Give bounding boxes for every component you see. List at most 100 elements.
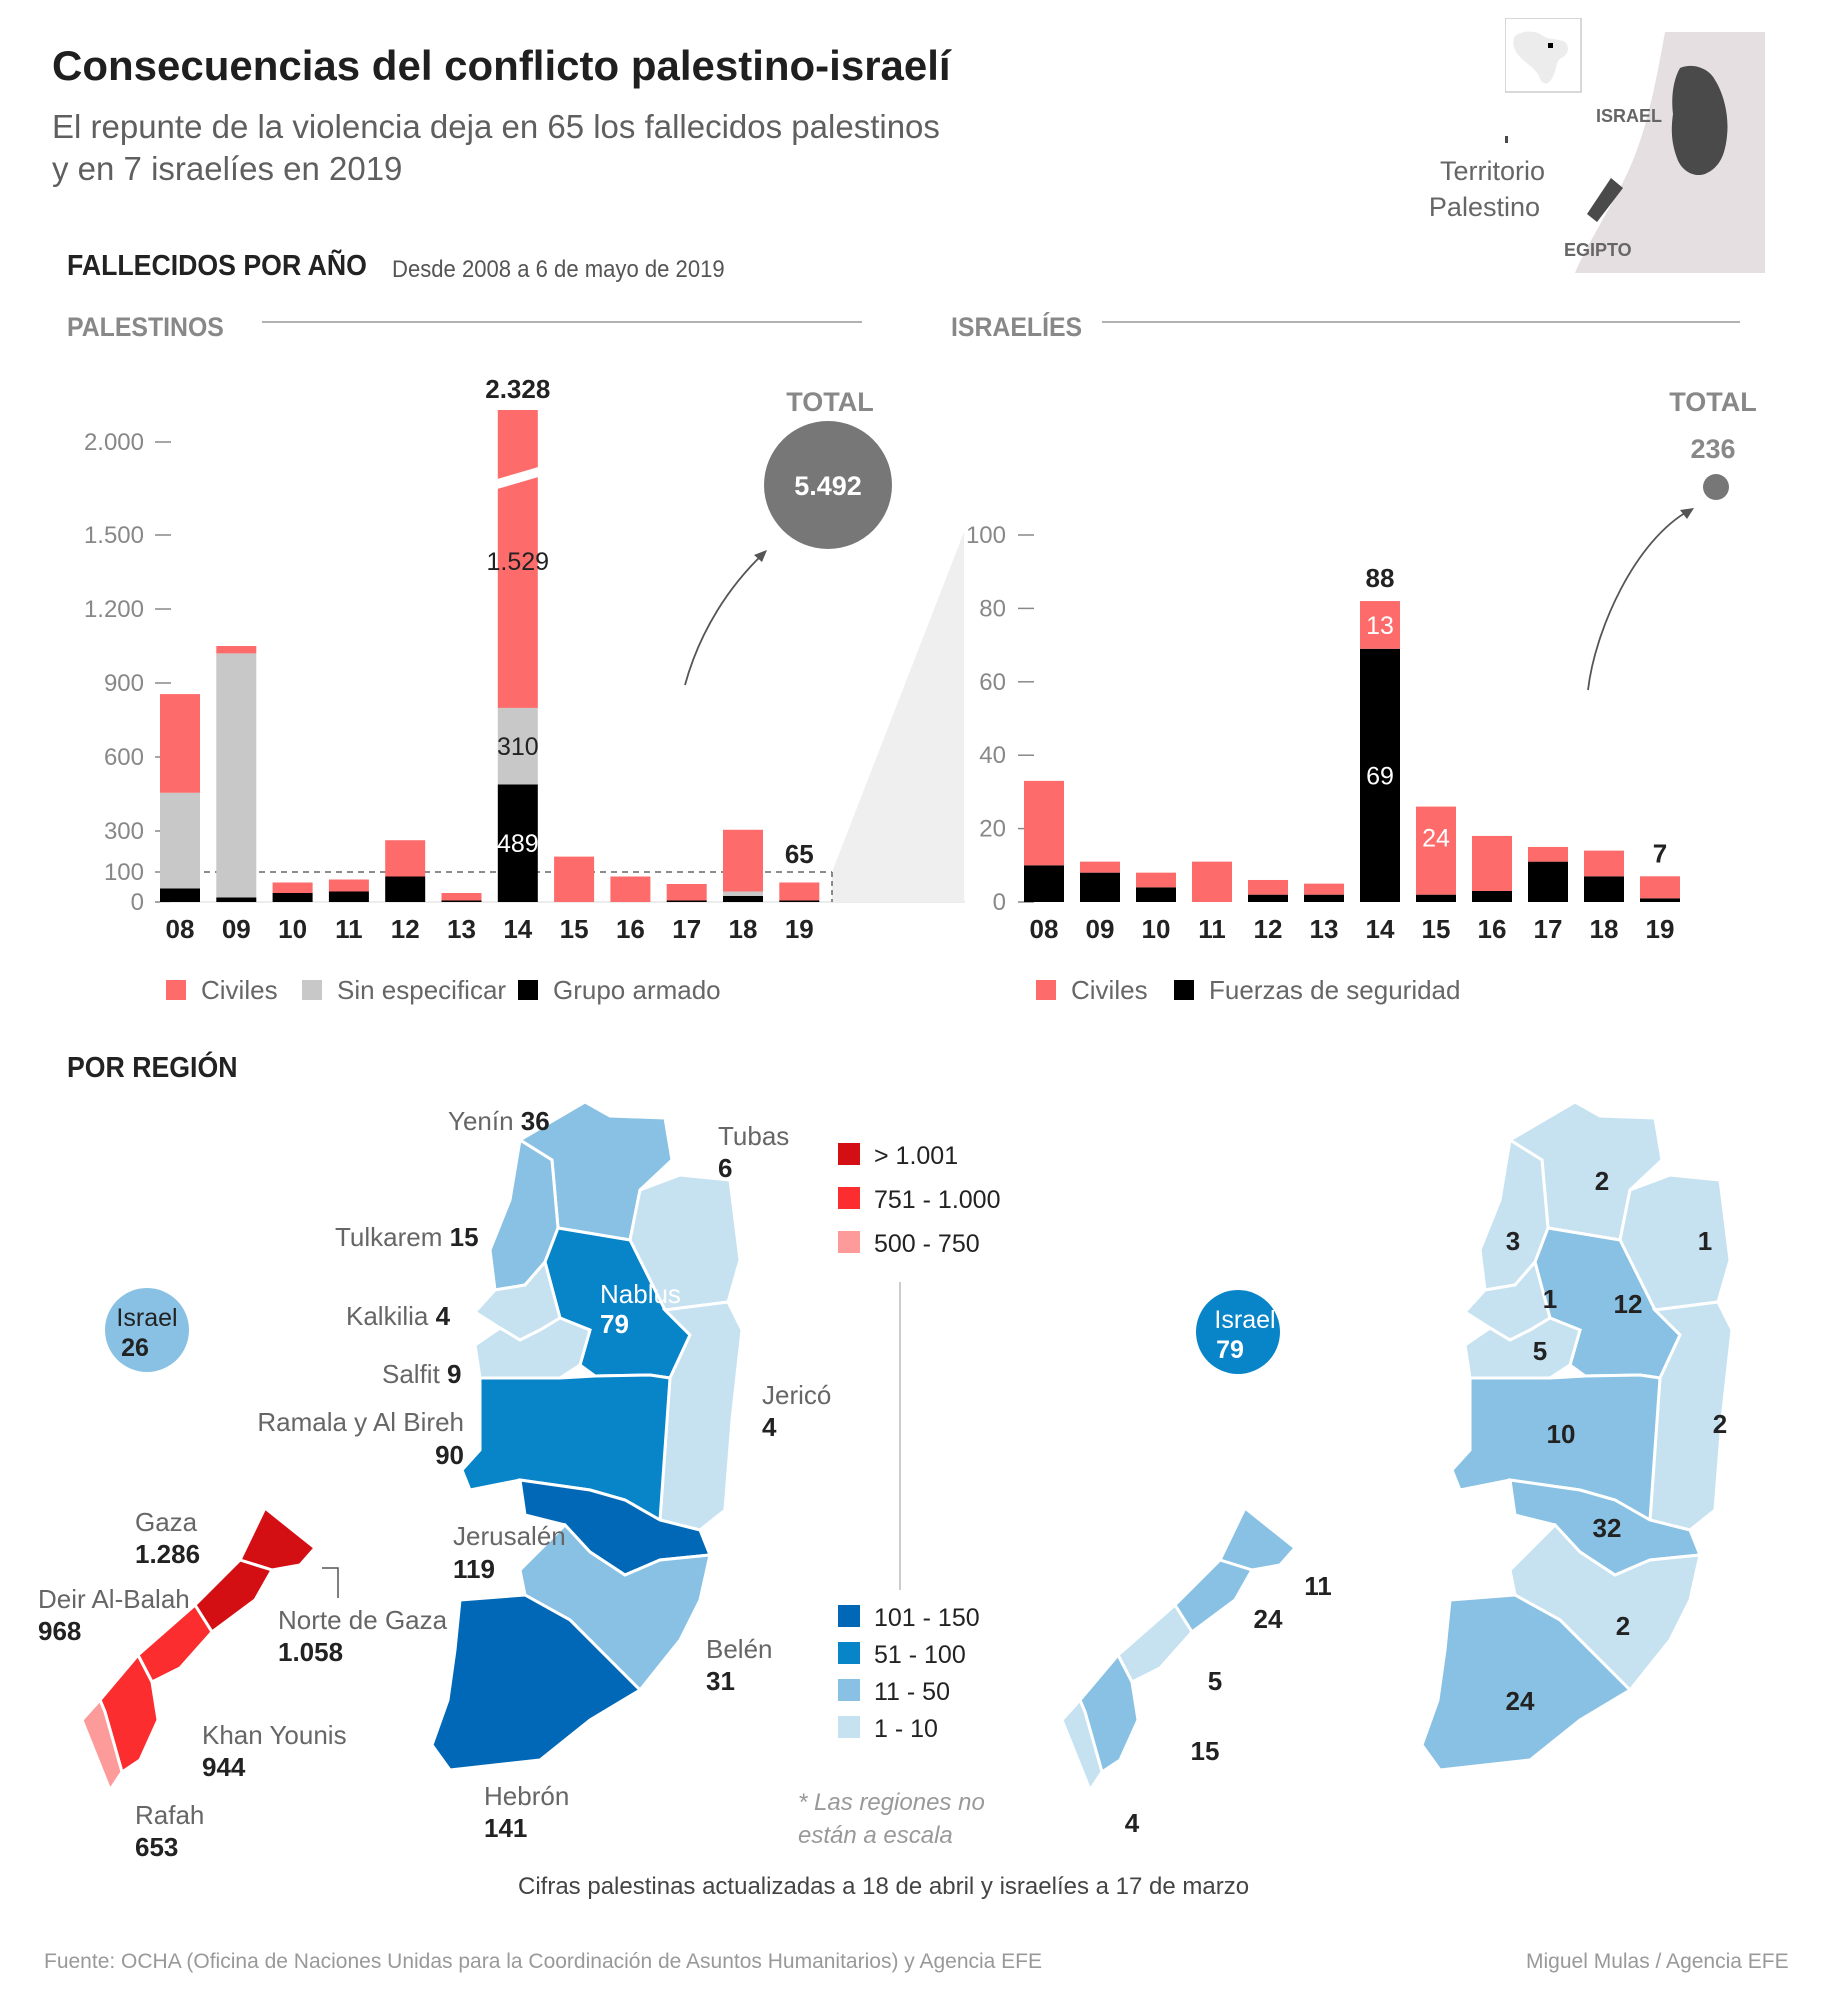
y-tick-label: 600 bbox=[104, 744, 144, 771]
y-tick-label: 900 bbox=[104, 670, 144, 697]
region-value: 36 bbox=[521, 1106, 550, 1136]
x-tick-label: 14 bbox=[503, 914, 532, 944]
legend-label: 1 - 10 bbox=[874, 1715, 938, 1743]
axis-break-mark bbox=[493, 466, 542, 490]
region-value: 90 bbox=[435, 1440, 464, 1470]
subtitle-line-2: y en 7 israelíes en 2019 bbox=[52, 150, 403, 187]
segment-label: 69 bbox=[1366, 762, 1394, 790]
region-value: 1.286 bbox=[135, 1539, 200, 1569]
y-tick-label: 2.000 bbox=[84, 429, 144, 456]
isr-region-salfit bbox=[1463, 1316, 1582, 1380]
region-value: 6 bbox=[718, 1153, 732, 1183]
total-label: TOTAL bbox=[786, 387, 874, 417]
legend-label: Fuerzas de seguridad bbox=[1209, 975, 1460, 1005]
bar-segment-fuerzas-de-seguridad bbox=[1136, 887, 1176, 902]
bar-segment-sin-especificar bbox=[723, 891, 763, 896]
isr-region-khan-younis bbox=[1078, 1652, 1140, 1775]
y-tick-label: 1.500 bbox=[84, 522, 144, 549]
legend-swatch bbox=[1036, 980, 1056, 1000]
source: Fuente: OCHA (Oficina de Naciones Unidas… bbox=[44, 1950, 1043, 1973]
region-value: 24 bbox=[1506, 1686, 1535, 1716]
total-value: 5.492 bbox=[794, 471, 862, 501]
bar-segment-fuerzas-de-seguridad bbox=[1640, 898, 1680, 902]
region-value: 2 bbox=[1713, 1409, 1727, 1439]
bar-segment-civiles bbox=[666, 884, 707, 901]
bar-segment-fuerzas-de-seguridad bbox=[1584, 876, 1624, 902]
bar-segment-grupo-armado bbox=[441, 900, 482, 902]
bar-segment-grupo-armado bbox=[497, 784, 538, 902]
y-tick-label: 300 bbox=[104, 818, 144, 845]
region-value: 1 bbox=[1543, 1284, 1557, 1314]
bar-segment-grupo-armado bbox=[779, 900, 820, 902]
israel-value: 79 bbox=[1216, 1336, 1244, 1364]
region-name: Hebrón bbox=[484, 1781, 569, 1811]
bar-segment-civiles bbox=[272, 882, 313, 893]
territory-legend-swatch bbox=[1505, 136, 1508, 143]
region-value: 11 bbox=[1304, 1571, 1332, 1601]
region-name: Gaza bbox=[135, 1507, 198, 1537]
y-tick-label: 1.200 bbox=[84, 596, 144, 623]
region-value: 9 bbox=[447, 1359, 461, 1389]
y-tick-label: 100 bbox=[104, 859, 144, 886]
x-tick-label: 16 bbox=[616, 914, 645, 944]
legend-label: 11 - 50 bbox=[874, 1678, 950, 1706]
legend-swatch bbox=[838, 1605, 860, 1627]
legend-label: Civiles bbox=[201, 975, 278, 1005]
segment-label: 13 bbox=[1366, 612, 1394, 640]
region-value: 968 bbox=[38, 1616, 81, 1646]
region-salfit bbox=[473, 1316, 592, 1380]
isr-region-norte-de-gaza bbox=[1173, 1558, 1255, 1635]
bar-segment-civiles bbox=[1248, 879, 1288, 895]
x-tick-label: 19 bbox=[785, 914, 814, 944]
segment-label: 1.529 bbox=[487, 548, 550, 576]
legend-label: > 1.001 bbox=[874, 1142, 958, 1170]
region-name: Deir Al-Balah bbox=[38, 1584, 190, 1614]
bar-segment-grupo-armado bbox=[328, 891, 369, 902]
x-tick-label: 09 bbox=[1086, 914, 1115, 944]
region-value: 24 bbox=[1254, 1604, 1283, 1634]
scale-note-line-2: están a escala bbox=[798, 1822, 953, 1849]
chart-palestinians: 0 100 300 600 900 1.200 1.500 2.000 08 09 10 11 12 13… bbox=[84, 374, 965, 1005]
legend-swatch bbox=[838, 1642, 860, 1664]
legend-swatch bbox=[166, 980, 186, 1000]
region-name: Ramala y Al Bireh bbox=[257, 1407, 464, 1437]
bar-segment-grupo-armado bbox=[160, 888, 200, 902]
panel-title-israelis: ISRAELÍES bbox=[951, 312, 1083, 342]
isr-region-deir-al-balah bbox=[1116, 1602, 1194, 1685]
x-tick-label: 17 bbox=[1534, 914, 1563, 944]
bar-segment-sin-especificar bbox=[497, 707, 538, 785]
region-value: 31 bbox=[706, 1666, 735, 1696]
region-name: Norte de Gaza bbox=[278, 1605, 448, 1635]
isr-region-kalkilia bbox=[1462, 1258, 1552, 1342]
region-value: 32 bbox=[1593, 1513, 1622, 1543]
bar-segment-civiles bbox=[1640, 876, 1680, 899]
total-bubble bbox=[1703, 474, 1729, 500]
isr-region-gaza-city bbox=[1217, 1505, 1298, 1572]
region-value: 4 bbox=[1125, 1808, 1140, 1838]
region-rafah bbox=[80, 1697, 124, 1794]
region-value: 12 bbox=[1614, 1289, 1643, 1319]
region-gaza-city bbox=[237, 1505, 318, 1572]
inset-egypt-label: EGIPTO bbox=[1564, 240, 1632, 260]
bar-segment-civiles bbox=[1136, 872, 1176, 888]
inset-map bbox=[1505, 18, 1765, 273]
region-ramala bbox=[460, 1373, 672, 1523]
y-tick-label: 80 bbox=[979, 595, 1006, 622]
y-tick-label: 0 bbox=[993, 889, 1006, 916]
region-label: Tulkarem 15 bbox=[335, 1222, 479, 1252]
region-norte-de-gaza bbox=[193, 1558, 275, 1635]
region-value: 3 bbox=[1506, 1226, 1520, 1256]
bar-segment-fuerzas-de-seguridad bbox=[1472, 890, 1512, 902]
section-years-title: FALLECIDOS POR AÑO bbox=[67, 250, 367, 282]
bar-segment-grupo-armado bbox=[385, 876, 426, 902]
region-value: 5 bbox=[1533, 1336, 1547, 1366]
bar-segment-civiles bbox=[1360, 601, 1400, 649]
section-region-title: POR REGIÓN bbox=[67, 1052, 238, 1084]
legend-swatch bbox=[838, 1231, 860, 1253]
total-value: 236 bbox=[1690, 434, 1735, 464]
legend-label: 751 - 1.000 bbox=[874, 1186, 1001, 1214]
legend-label: 51 - 100 bbox=[874, 1641, 966, 1669]
region-name: Tubas bbox=[718, 1121, 789, 1151]
region-value: 5 bbox=[1208, 1666, 1222, 1696]
